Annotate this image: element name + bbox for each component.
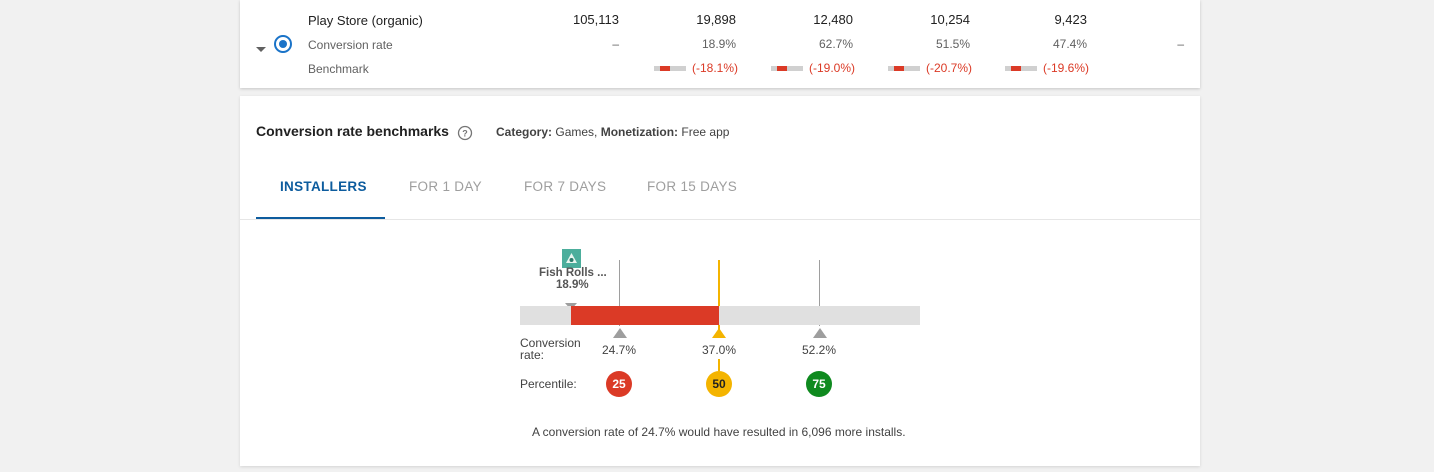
p75-arrow [813,325,827,343]
p75-guide-line [819,260,820,326]
percentile-25-badge: 25 [606,371,632,397]
table-cell: 105,113 [572,12,619,27]
table-cell: 47.4% [1052,37,1087,51]
p25-value: 24.7% [602,343,637,357]
svg-text:?: ? [462,129,468,139]
tab-active-indicator [256,217,385,220]
table-cell: 51.5% [935,37,970,51]
table-cell: 62.7% [818,37,853,51]
percentile-75-badge: 75 [806,371,832,397]
benchmark-mini-bar [654,66,686,71]
tab-installers[interactable]: INSTALLERS [280,179,367,194]
table-cell: 9,423 [1054,12,1087,27]
table-cell: 12,480 [813,12,853,27]
table-cell: 19,898 [696,12,736,27]
p50-arrow [712,325,726,343]
percentile-row-label: Percentile: [520,377,577,391]
p25-guide-line [619,260,620,326]
monetization-value: Free app [681,125,730,139]
conversion-rate-label: Conversion rate [308,38,393,52]
app-name: Fish Rolls ... [539,267,607,279]
p25-arrow [613,325,627,343]
category-value: Games, [555,125,598,139]
category-key: Category: [496,125,553,139]
chevron-down-icon[interactable] [256,40,266,58]
benchmark-value: (-19.6%) [1043,61,1090,75]
acquisition-table-card: Play Store (organic) Conversion rate Ben… [240,0,1200,88]
tabs-divider [240,219,1200,220]
benchmark-mini-bar [888,66,920,71]
p75-value: 52.2% [802,343,837,357]
conversion-rate-row-label: Conversion rate: [520,336,581,362]
summary-text: A conversion rate of 24.7% would have re… [532,425,906,439]
card-title: Conversion rate benchmarks [256,123,449,139]
app-rate: 18.9% [556,279,589,291]
filter-summary: Category: Games, Monetization: Free app [496,125,729,139]
table-cell: – [1177,37,1184,51]
benchmark-value: (-20.7%) [926,61,973,75]
percentile-50-badge: 50 [706,371,732,397]
tab-for-7-days[interactable]: FOR 7 DAYS [524,179,607,194]
monetization-key: Monetization: [600,125,679,139]
benchmark-mini-bar [771,66,803,71]
radio-selected-icon[interactable] [273,34,293,59]
benchmark-value: (-18.1%) [692,61,739,75]
benchmark-value: (-19.0%) [809,61,856,75]
conversion-benchmarks-card: Conversion rate benchmarks ? Category: G… [240,96,1200,466]
p50-connector [718,359,720,371]
p50-guide-line [718,260,720,330]
tab-for-15-days[interactable]: FOR 15 DAYS [647,179,738,194]
benchmark-label: Benchmark [308,62,369,76]
source-label: Play Store (organic) [308,13,423,28]
tab-for-1-day[interactable]: FOR 1 DAY [409,179,482,194]
table-cell: 10,254 [930,12,970,27]
gap-bar [571,306,719,325]
p50-value: 37.0% [702,343,737,357]
table-cell: 18.9% [701,37,736,51]
table-cell: – [612,37,619,51]
benchmark-mini-bar [1005,66,1037,71]
app-icon [562,249,581,268]
help-icon[interactable]: ? [457,125,473,146]
